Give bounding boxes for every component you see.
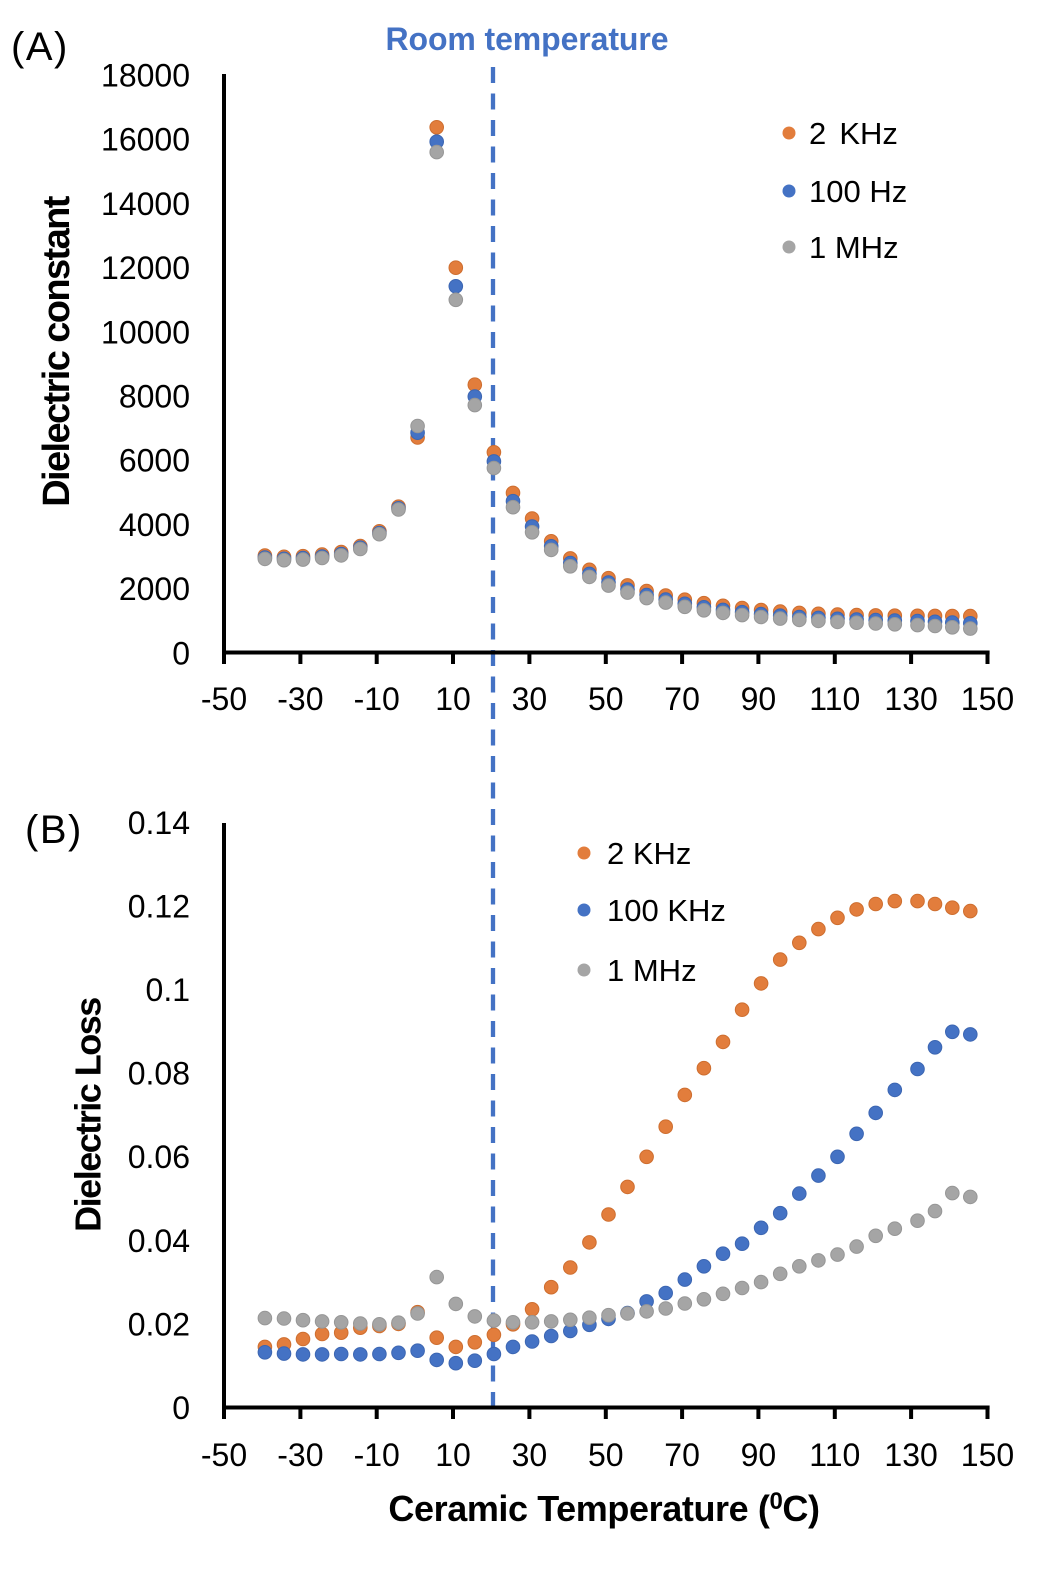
svg-text:Ceramic Temperature (0C): Ceramic Temperature (0C) (388, 1488, 819, 1529)
svg-text:0: 0 (172, 635, 190, 671)
svg-text:-10: -10 (354, 1437, 400, 1473)
svg-text:10: 10 (435, 1437, 471, 1473)
svg-text:0.08: 0.08 (128, 1056, 190, 1092)
svg-text:Room temperature: Room temperature (386, 21, 669, 57)
svg-text:70: 70 (664, 681, 700, 717)
svg-text:2 KHz: 2 KHz (809, 116, 898, 151)
svg-text:0.06: 0.06 (128, 1139, 190, 1175)
svg-text:110: 110 (809, 681, 860, 717)
svg-text:8000: 8000 (119, 379, 190, 415)
svg-text:1 MHz: 1 MHz (607, 953, 697, 988)
svg-text:0.02: 0.02 (128, 1306, 190, 1342)
svg-text:0.14: 0.14 (128, 805, 190, 841)
svg-text:2000: 2000 (119, 571, 190, 607)
svg-text:150: 150 (961, 1437, 1014, 1473)
svg-text:130: 130 (884, 1437, 937, 1473)
svg-text:90: 90 (741, 1437, 777, 1473)
svg-text:50: 50 (588, 1437, 624, 1473)
svg-text:30: 30 (512, 681, 548, 717)
svg-text:70: 70 (664, 1437, 700, 1473)
svg-text:110: 110 (809, 1437, 860, 1473)
svg-text:0.04: 0.04 (128, 1223, 190, 1259)
svg-text:4000: 4000 (119, 507, 190, 543)
svg-text:(B): (B) (25, 808, 83, 852)
svg-text:100 Hz: 100 Hz (809, 174, 907, 209)
svg-text:-30: -30 (277, 1437, 323, 1473)
svg-text:1 MHz: 1 MHz (809, 230, 899, 265)
svg-text:50: 50 (588, 681, 624, 717)
svg-text:-50: -50 (201, 681, 247, 717)
svg-text:100 KHz: 100 KHz (607, 893, 726, 928)
svg-text:18000: 18000 (101, 57, 190, 93)
svg-text:0.12: 0.12 (128, 889, 190, 925)
svg-text:14000: 14000 (101, 186, 190, 222)
svg-text:150: 150 (961, 681, 1014, 717)
svg-text:12000: 12000 (101, 250, 190, 286)
svg-text:0.1: 0.1 (146, 972, 190, 1008)
svg-text:Dielectric constant: Dielectric constant (36, 195, 78, 507)
svg-text:30: 30 (512, 1437, 548, 1473)
svg-text:90: 90 (741, 681, 777, 717)
svg-text:-30: -30 (277, 681, 323, 717)
svg-text:(A): (A) (11, 25, 69, 69)
svg-text:2 KHz: 2 KHz (607, 836, 691, 871)
svg-text:10000: 10000 (101, 314, 190, 350)
svg-text:-10: -10 (354, 681, 400, 717)
svg-text:10: 10 (435, 681, 471, 717)
svg-text:6000: 6000 (119, 443, 190, 479)
svg-text:0: 0 (172, 1390, 190, 1426)
svg-text:Dielectric Loss: Dielectric Loss (68, 998, 109, 1232)
svg-text:130: 130 (884, 681, 937, 717)
svg-text:-50: -50 (201, 1437, 247, 1473)
svg-text:16000: 16000 (101, 122, 190, 158)
